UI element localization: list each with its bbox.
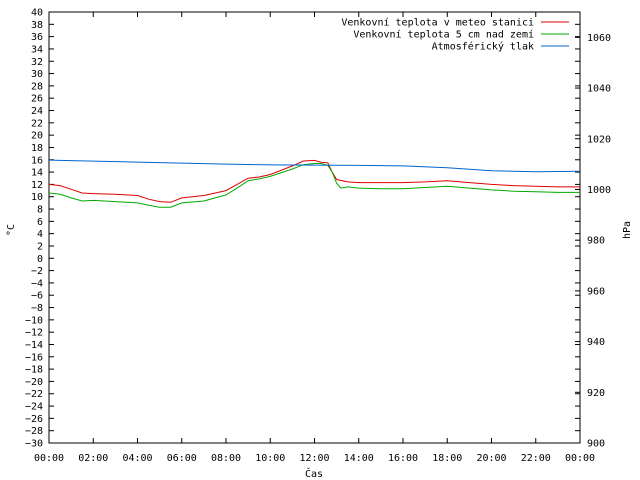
x-tick-label: 04:00 — [122, 453, 152, 464]
y-left-tick-label: 6 — [37, 217, 43, 228]
y-left-tick-label: −10 — [25, 315, 43, 326]
y-left-tick-label: 8 — [37, 205, 43, 216]
y-left-tick-label: −26 — [25, 414, 43, 425]
y-left-tick-label: −14 — [25, 340, 43, 351]
y-left-tick-label: −24 — [25, 402, 43, 413]
y-left-tick-label: −4 — [31, 278, 43, 289]
y-left-tick-label: 14 — [31, 168, 43, 179]
y-left-tick-label: 22 — [31, 118, 43, 129]
y-left-tick-label: −20 — [25, 377, 43, 388]
y-left-tick-label: 36 — [31, 32, 43, 43]
x-tick-label: 14:00 — [344, 453, 374, 464]
legend-label-3: Atmosférický tlak — [432, 41, 534, 53]
legend-label-1: Venkovní teplota v meteo stanici — [341, 17, 534, 29]
y-right-tick-label: 1060 — [587, 33, 611, 44]
y-right-tick-label: 900 — [587, 439, 605, 450]
series-line-1 — [48, 159, 580, 203]
y-left-tick-label: −12 — [25, 328, 43, 339]
x-tick-label: 18:00 — [432, 453, 462, 464]
y-left-tick-label: 24 — [31, 106, 43, 117]
y-left-tick-label: −6 — [31, 291, 43, 302]
y-left-tick-label: 20 — [31, 131, 43, 142]
x-axis-label: Čas — [305, 467, 323, 480]
y-left-tick-label: 28 — [31, 81, 43, 92]
series-lines — [48, 159, 581, 208]
y-left-tick-label: −2 — [31, 266, 43, 277]
y-axis-right: 900 920 940 960 980 1000 1020 1040 1060 — [575, 33, 611, 450]
y-right-tick-label: 1020 — [587, 134, 611, 145]
x-tick-label: 22:00 — [521, 453, 551, 464]
y-right-tick-label: 1000 — [587, 185, 611, 196]
x-tick-label: 08:00 — [211, 453, 241, 464]
x-tick-label: 00:00 — [565, 453, 595, 464]
y-left-tick-label: 18 — [31, 143, 43, 154]
y-left-tick-label: 32 — [31, 57, 43, 68]
x-tick-label: 20:00 — [476, 453, 506, 464]
y-axis-label-left: °C — [6, 224, 17, 236]
x-tick-label: 12:00 — [299, 453, 329, 464]
y-left-tick-label: 30 — [31, 69, 43, 80]
y-left-tick-label: −8 — [31, 303, 43, 314]
y-left-tick-label: 4 — [37, 229, 43, 240]
x-axis: 00:00 02:00 04:00 06:00 08:00 10:00 12:00 14:00… — [34, 12, 595, 464]
y-left-tick-label: −18 — [25, 365, 43, 376]
y-right-tick-label: 960 — [587, 286, 605, 297]
y-left-tick-label: 12 — [31, 180, 43, 191]
y-left-tick-label: −16 — [25, 352, 43, 363]
y-left-tick-label: 26 — [31, 94, 43, 105]
x-tick-label: 16:00 — [388, 453, 418, 464]
y-right-tick-label: 980 — [587, 236, 605, 247]
y-left-tick-label: −22 — [25, 389, 43, 400]
x-tick-label: 00:00 — [34, 453, 64, 464]
y-left-tick-label: 2 — [37, 241, 43, 252]
y-left-tick-label: 0 — [37, 254, 43, 265]
y-left-tick-label: −30 — [25, 439, 43, 450]
y-right-tick-label: 920 — [587, 388, 605, 399]
y-left-tick-label: 16 — [31, 155, 43, 166]
y-right-tick-label: 940 — [587, 337, 605, 348]
plot-frame — [48, 11, 581, 444]
y-left-tick-label: 10 — [31, 192, 43, 203]
legend: Venkovní teplota v meteo staniciVenkovní… — [341, 17, 569, 53]
x-tick-label: 10:00 — [255, 453, 285, 464]
plot-border — [48, 11, 581, 444]
legend-label-2: Venkovní teplota 5 cm nad zemí — [353, 29, 534, 41]
y-left-tick-label: 40 — [31, 8, 43, 19]
x-tick-label: 02:00 — [78, 453, 108, 464]
y-axis-label-right: hPa — [622, 221, 633, 239]
y-axis-left: −30−28−26−24−22−20−18−16−14−12−10−8−6−4−… — [25, 8, 580, 450]
series-line-3 — [48, 159, 581, 173]
y-left-tick-label: 34 — [31, 44, 43, 55]
y-left-tick-label: 38 — [31, 20, 43, 31]
y-left-tick-label: −28 — [25, 426, 43, 437]
x-tick-label: 06:00 — [167, 453, 197, 464]
y-right-tick-label: 1040 — [587, 84, 611, 95]
